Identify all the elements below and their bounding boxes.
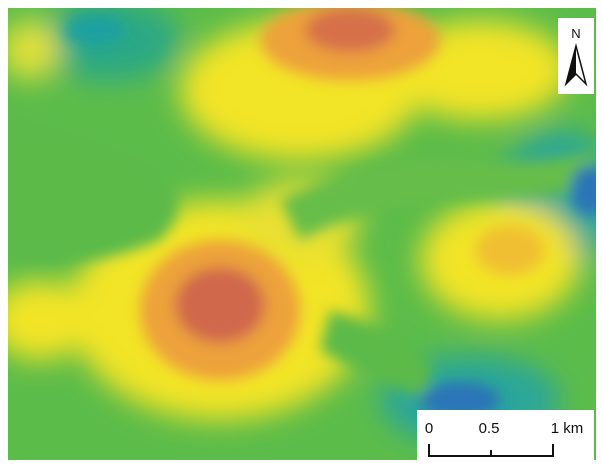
north-arrow: N xyxy=(558,18,594,94)
scale-label: 1 km xyxy=(551,420,584,437)
north-label: N xyxy=(571,26,580,41)
scale-bar: 0 0.5 1 km xyxy=(417,410,594,462)
scale-label: 0.5 xyxy=(479,420,500,437)
map: N 0 0.5 1 km xyxy=(0,0,602,466)
scale-label: 0 xyxy=(425,420,433,437)
elevation-raster xyxy=(0,0,602,460)
